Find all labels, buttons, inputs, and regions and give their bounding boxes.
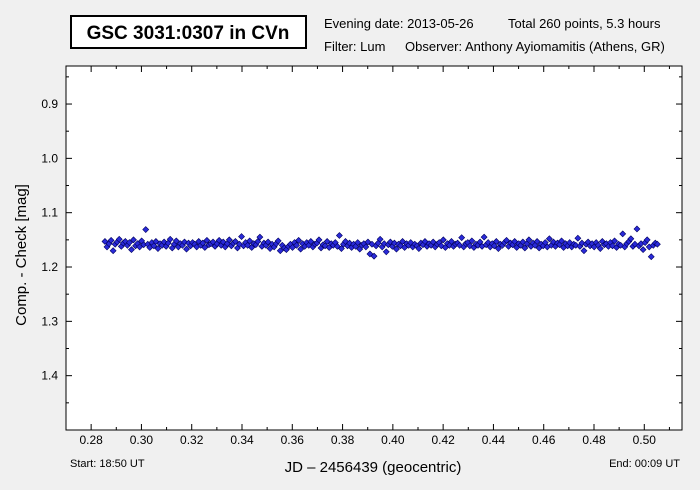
data-point — [574, 234, 582, 242]
y-tick-label: 1.2 — [41, 260, 58, 274]
x-tick-label: 0.32 — [180, 433, 204, 447]
data-point — [439, 236, 447, 244]
data-point — [633, 225, 641, 233]
evening-date: Evening date: 2013-05-26 — [324, 16, 474, 31]
data-point — [115, 235, 123, 243]
data-point — [172, 237, 180, 245]
x-tick-label: 0.34 — [230, 433, 254, 447]
data-point — [274, 237, 282, 245]
y-tick-label: 1.1 — [41, 206, 58, 220]
total-points: Total 260 points, 5.3 hours — [508, 16, 661, 31]
data-point — [468, 237, 476, 245]
x-tick-label: 0.46 — [532, 433, 556, 447]
data-points — [101, 225, 661, 261]
data-point — [109, 247, 117, 255]
data-point — [238, 233, 245, 241]
data-point — [643, 236, 651, 244]
data-point — [376, 235, 384, 243]
data-point — [315, 236, 323, 244]
data-point — [480, 233, 488, 241]
data-point — [362, 243, 370, 251]
data-point — [382, 248, 390, 256]
y-axis-label: Comp. - Check [mag] — [13, 184, 30, 326]
y-tick-label: 1.0 — [41, 151, 58, 165]
data-point — [448, 238, 455, 245]
data-point — [580, 247, 588, 255]
data-point — [533, 238, 541, 245]
data-point — [246, 237, 254, 245]
data-point — [183, 245, 190, 253]
data-point — [276, 247, 284, 255]
x-tick-label: 0.38 — [331, 433, 355, 447]
x-tick-label: 0.30 — [130, 433, 154, 447]
end-time: End: 00:09 UT — [609, 458, 680, 470]
data-point — [225, 236, 233, 244]
x-tick-label: 0.28 — [79, 433, 103, 447]
data-point — [393, 245, 400, 253]
data-point — [142, 226, 150, 233]
data-point — [256, 233, 264, 241]
data-point — [503, 236, 510, 244]
data-point — [130, 236, 137, 244]
data-point — [596, 245, 604, 252]
data-point — [647, 253, 655, 261]
data-point — [492, 238, 500, 245]
x-tick-label: 0.48 — [582, 433, 606, 447]
data-point — [639, 246, 647, 254]
data-point — [107, 236, 115, 244]
data-point — [166, 235, 174, 243]
y-tick-label: 1.3 — [41, 314, 58, 328]
star-title: GSC 3031:0307 in CVn — [87, 23, 290, 44]
x-tick-label: 0.44 — [482, 433, 506, 447]
data-point — [335, 232, 343, 239]
data-point — [295, 236, 303, 244]
observer-label: Observer: Anthony Ayiomamitis (Athens, G… — [405, 39, 665, 54]
data-point — [154, 245, 162, 252]
data-point — [232, 238, 239, 245]
data-point — [307, 238, 315, 245]
y-tick-label: 0.9 — [41, 97, 58, 111]
data-point — [297, 245, 305, 253]
x-tick-label: 0.50 — [633, 433, 657, 447]
title-box — [70, 15, 307, 49]
data-point — [611, 237, 618, 245]
data-point — [354, 239, 362, 246]
data-point — [627, 235, 635, 243]
x-tick-label: 0.36 — [281, 433, 305, 447]
start-time: Start: 18:50 UT — [70, 458, 145, 470]
x-axis-label: JD – 2456439 (geocentric) — [285, 459, 462, 476]
filter-label: Filter: Lum — [324, 39, 385, 54]
y-axis-ticks: 0.9 1.0 1.1 1.2 1.3 1.4 — [41, 76, 682, 431]
data-point — [525, 236, 533, 244]
data-point — [370, 252, 378, 260]
data-point — [558, 237, 565, 245]
data-point — [293, 241, 300, 249]
data-point — [545, 235, 553, 243]
data-point — [458, 234, 466, 242]
data-point — [201, 244, 209, 251]
x-tick-label: 0.42 — [431, 433, 455, 447]
data-point — [619, 230, 627, 238]
x-axis-ticks: 0.28 0.30 0.32 0.34 0.36 0.38 0.40 0.42 0.44 0.46… — [65, 66, 670, 447]
data-point — [653, 240, 661, 248]
x-tick-label: 0.40 — [381, 433, 405, 447]
data-point — [126, 239, 133, 246]
data-point — [415, 245, 423, 252]
y-tick-label: 1.4 — [41, 369, 58, 383]
data-point — [128, 246, 135, 254]
